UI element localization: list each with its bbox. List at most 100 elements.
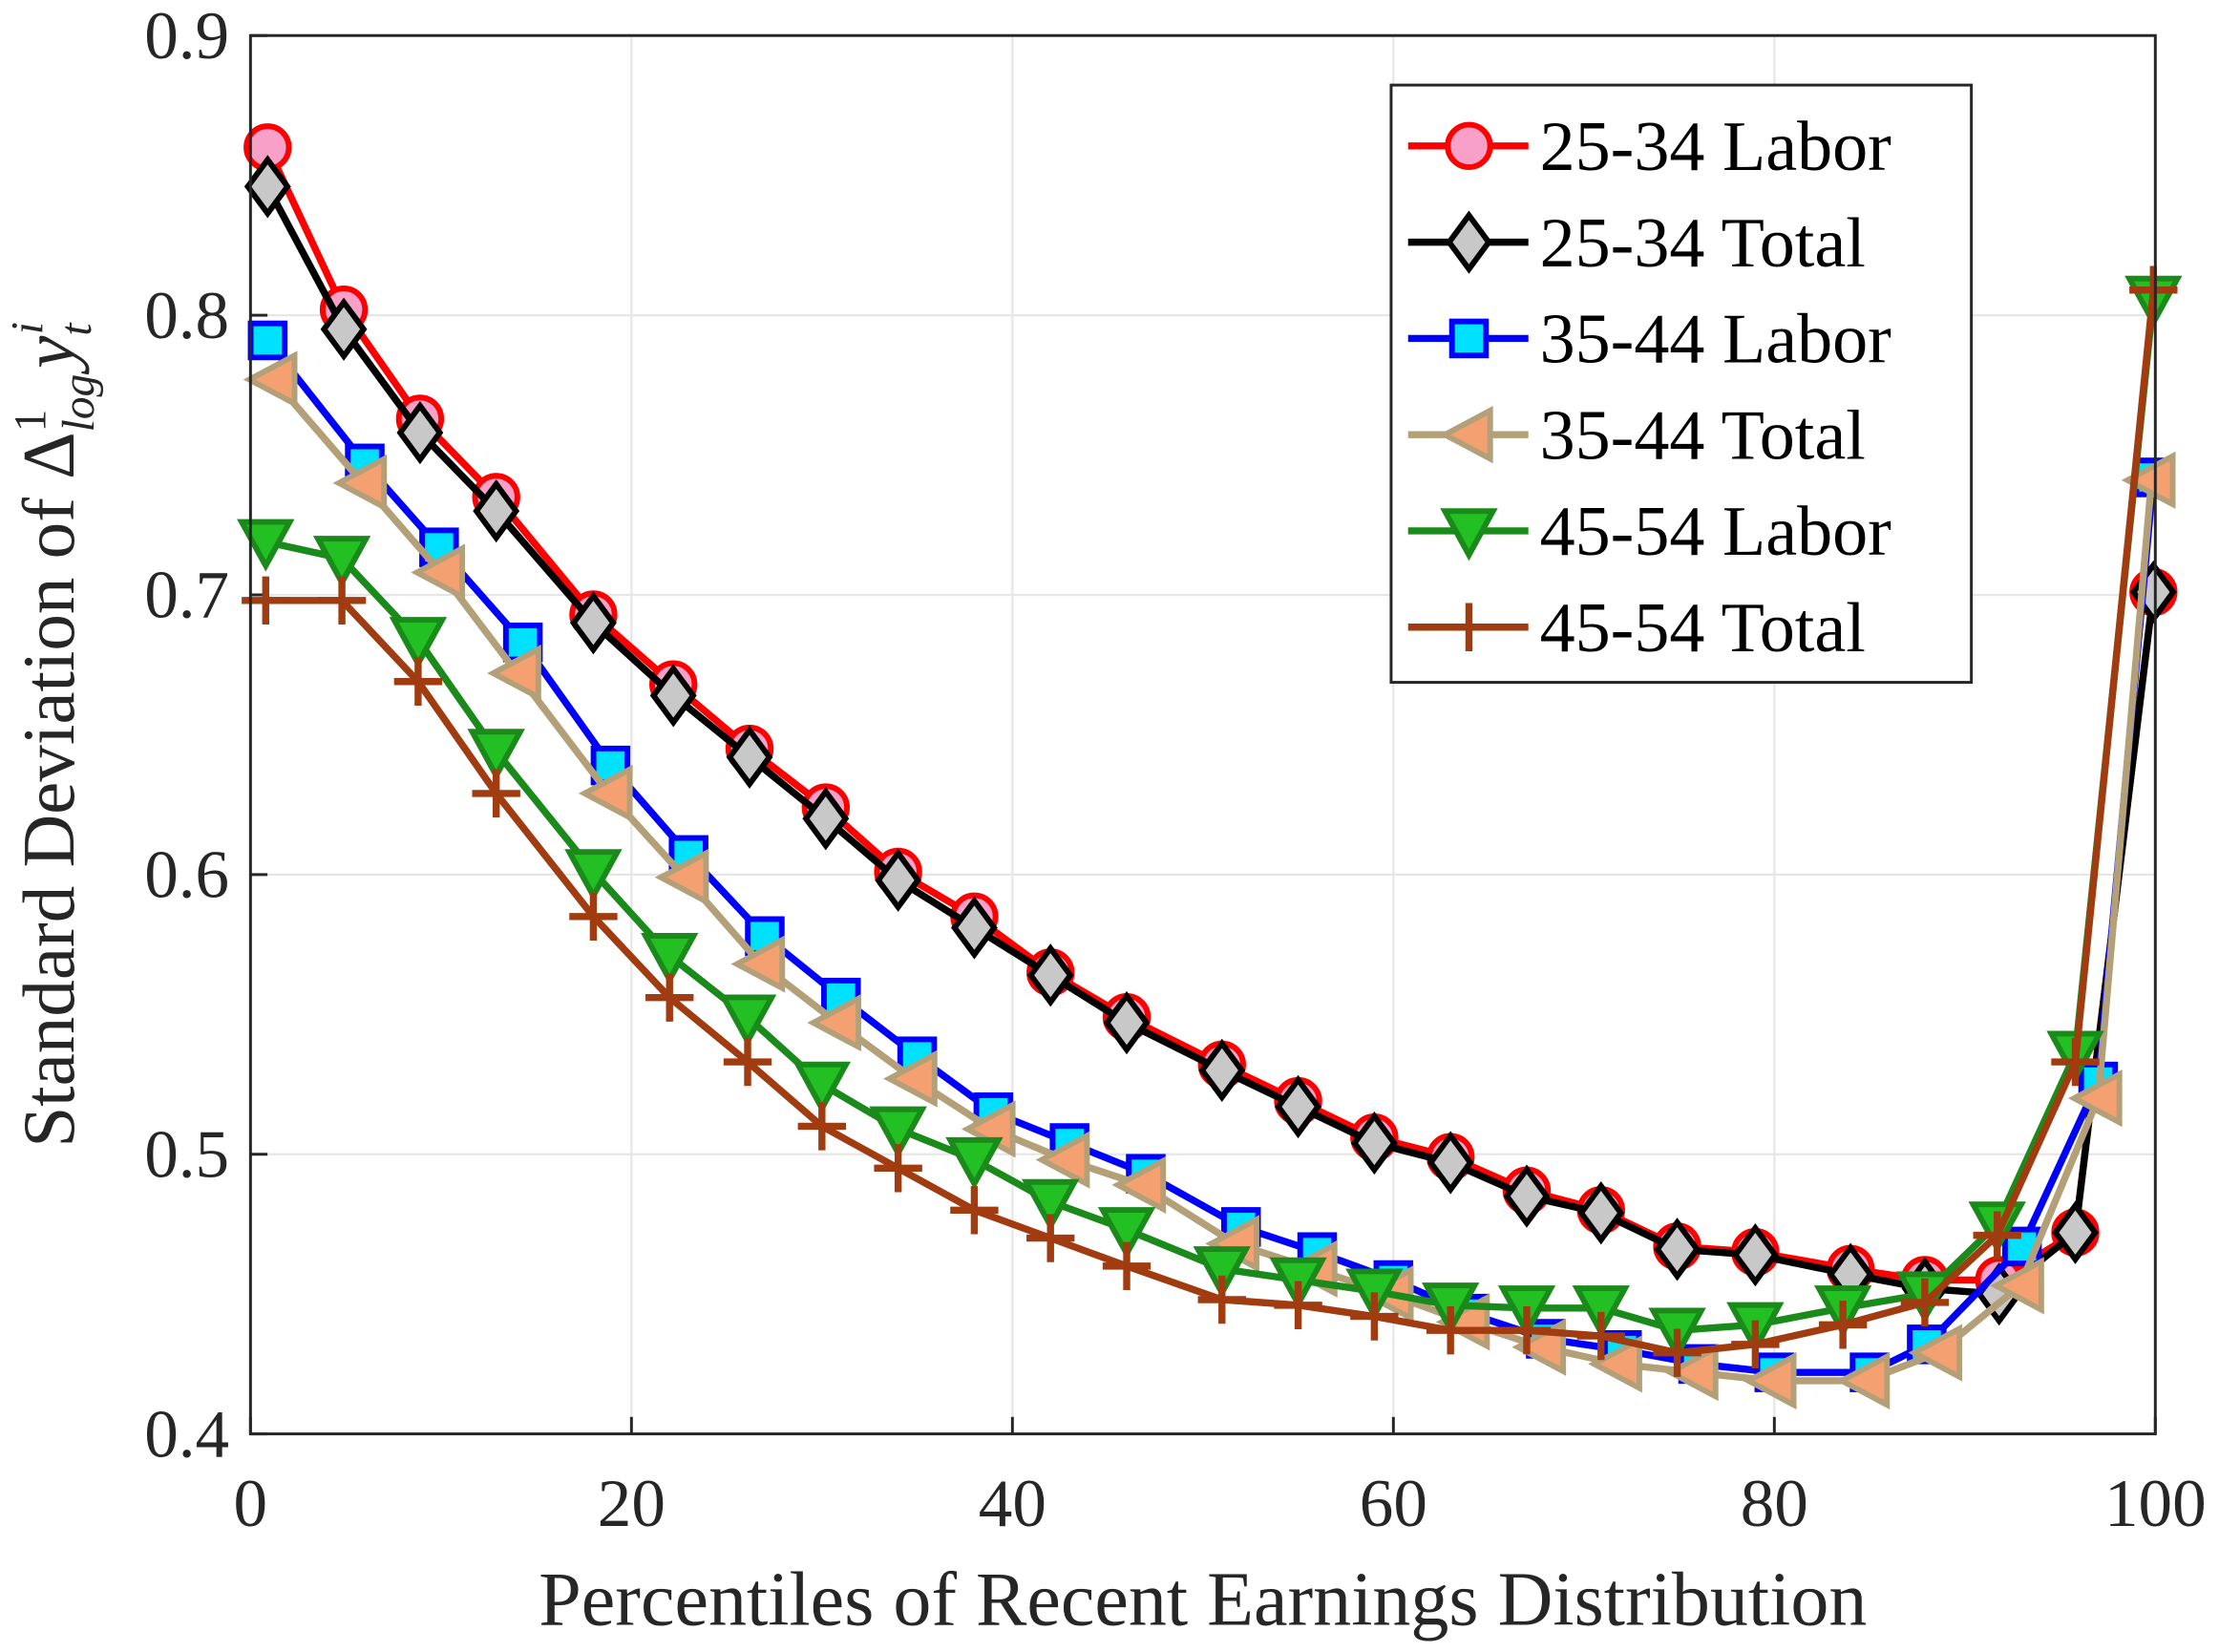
data-point [2067, 1070, 2123, 1128]
data-point [578, 764, 633, 823]
data-point [1572, 1285, 1630, 1339]
legend-label: 45-54 Total [1540, 589, 1866, 667]
data-point [1576, 1311, 1625, 1361]
tick-labels: 0 20 40 60 80 100 0.4 0.5 0.6 0.7 0.8 0.9 [144, 0, 2206, 1541]
data-point [797, 1102, 847, 1151]
y-label-delta: Δ [8, 432, 90, 479]
data-point [473, 478, 520, 543]
data-point [1275, 1074, 1322, 1139]
legend-label: 35-44 Total [1540, 396, 1866, 475]
series-25-34-total [243, 155, 2177, 1326]
data-point [641, 933, 699, 986]
data-point [1900, 1278, 1950, 1327]
data-point [1097, 1207, 1156, 1260]
x-tick-label: 60 [1360, 1467, 1427, 1541]
data-point [654, 848, 709, 906]
data-point [1502, 1306, 1552, 1355]
legend-label: 35-44 Labor [1540, 301, 1892, 379]
data-point [883, 1049, 938, 1108]
data-point [1990, 1257, 2044, 1315]
data-point [389, 617, 448, 670]
data-point [2121, 451, 2176, 510]
y-tick-label: 0.4 [144, 1397, 229, 1472]
data-point [1835, 1351, 1891, 1410]
data-point [1102, 1241, 1152, 1291]
data-point [726, 725, 773, 789]
series-35-44-total [243, 350, 2176, 1410]
data-point [869, 1106, 927, 1159]
y-label-sub2: t [52, 322, 101, 336]
data-point [1654, 1218, 1701, 1281]
data-point [467, 729, 525, 782]
x-tick-label: 100 [2104, 1467, 2207, 1541]
data-point [1274, 1281, 1322, 1330]
series-group [237, 123, 2183, 1410]
data-point [472, 769, 520, 818]
legend-entry: 45-54 Total [1407, 589, 1866, 667]
data-point [242, 576, 290, 625]
data-point [1818, 1301, 1868, 1349]
legend-label: 45-54 Labor [1540, 493, 1892, 571]
data-point [645, 973, 694, 1022]
data-point [243, 350, 298, 409]
data-point [1022, 1178, 1080, 1232]
legend-entry: 35-44 Total [1407, 396, 1866, 475]
data-point [1731, 1222, 1779, 1287]
data-point [950, 1186, 999, 1235]
legend-marker [1440, 508, 1498, 561]
data-point [393, 657, 443, 706]
legend-label: 25-34 Total [1540, 204, 1866, 283]
data-point [792, 1061, 852, 1114]
x-tick-label: 20 [598, 1467, 666, 1541]
data-point [874, 1144, 922, 1193]
legend-box [1389, 83, 1974, 685]
data-point [1426, 1306, 1475, 1355]
y-axis-label: Standard Deviation of Δ1logyti [3, 322, 103, 1148]
data-point [945, 1136, 1004, 1190]
y-tick-label: 0.7 [144, 559, 229, 633]
data-point [2129, 265, 2178, 314]
data-point [2051, 1037, 2100, 1087]
legend-label: 25-34 Labor [1540, 108, 1892, 186]
data-point [247, 320, 288, 361]
data-point [1111, 1155, 1167, 1215]
data-point [1577, 1181, 1625, 1245]
data-point [1198, 1038, 1246, 1103]
y-tick-label: 0.5 [144, 1117, 229, 1192]
data-point [950, 896, 998, 960]
data-point [1588, 1335, 1642, 1393]
y-tick-label: 0.6 [144, 838, 229, 913]
legend-marker [1445, 603, 1493, 651]
y-label-sub1: log [54, 374, 104, 433]
data-point [875, 848, 922, 912]
y-tick-label: 0.9 [144, 0, 229, 74]
legend-marker [1445, 121, 1493, 171]
legend-marker [1446, 210, 1492, 274]
data-point [1035, 1131, 1090, 1189]
x-tick-label: 80 [1741, 1467, 1808, 1541]
data-point [1193, 1246, 1251, 1300]
data-point [243, 155, 291, 219]
legend: 25-34 Labor 25-34 Total 35-44 Labor 35-44 T… [1389, 83, 1974, 685]
legend-entry: 25-34 Labor [1407, 108, 1892, 186]
data-point [317, 576, 367, 625]
data-point [1197, 1275, 1246, 1324]
data-point [237, 519, 295, 572]
data-point [569, 892, 618, 941]
data-point [570, 591, 617, 655]
data-point [564, 849, 623, 902]
data-point [1731, 1320, 1780, 1369]
legend-entry: 35-44 Labor [1407, 301, 1892, 379]
data-point [320, 297, 368, 361]
legend-entry: 25-34 Total [1407, 204, 1866, 283]
data-point [2052, 1200, 2099, 1264]
data-point [1973, 1211, 2021, 1260]
x-tick-label: 0 [234, 1467, 268, 1541]
data-point [312, 536, 371, 589]
legend-marker [1438, 406, 1493, 464]
data-point [718, 994, 777, 1048]
data-point [723, 1037, 772, 1087]
data-point [730, 935, 786, 993]
y-label-sup2: i [3, 322, 53, 334]
